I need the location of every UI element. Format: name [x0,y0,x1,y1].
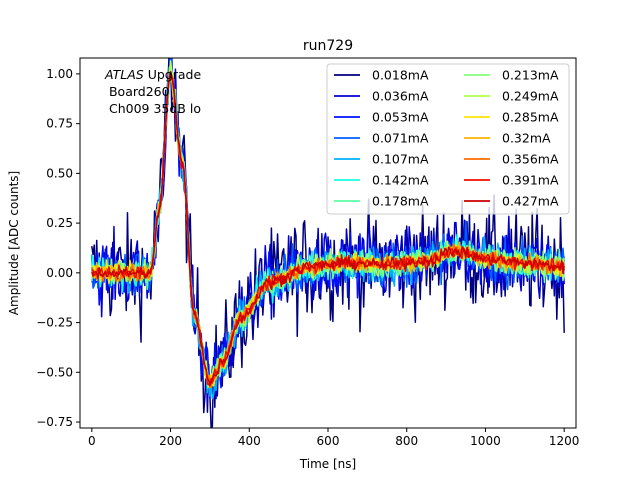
annotation-line-1: ATLAS Upgrade [104,67,201,82]
series-line-0.018mA [91,58,565,428]
annotation-upgrade: Upgrade [144,67,202,82]
y-axis-label: Amplitude [ADC counts] [7,171,21,315]
legend-box [326,63,570,215]
legend-label: 0.391mA [502,173,559,188]
x-tick-label: 0 [88,434,96,448]
y-tick-label: 0.50 [46,166,73,180]
annotation: ATLAS Upgrade Board260 Ch009 35dB lo [104,67,201,116]
legend-label: 0.285mA [502,110,559,125]
legend-label: 0.071mA [372,131,429,146]
x-tick-label: 400 [238,434,261,448]
annotation-atlas: ATLAS [104,67,144,82]
legend-label: 0.018mA [372,68,429,83]
series-line-0.427mA [91,70,565,387]
series-line-0.32mA [91,77,565,387]
y-tick-label: −0.50 [36,365,73,379]
legend-label: 0.107mA [372,152,429,167]
annotation-line-3: Ch009 35dB lo [105,101,201,116]
legend-label: 0.356mA [502,152,559,167]
legend-label: 0.178mA [372,194,429,209]
series-group [91,58,565,428]
legend-label: 0.249mA [502,89,559,104]
x-tick-label: 1000 [470,434,501,448]
legend-label: 0.427mA [502,194,559,209]
x-tick-label: 1200 [549,434,580,448]
x-tick-label: 600 [317,434,340,448]
y-tick-label: 0.25 [46,216,73,230]
legend-label: 0.142mA [372,173,429,188]
series-line-0.249mA [91,60,565,387]
y-tick-label: 0.75 [46,117,73,131]
y-tick-label: −0.75 [36,415,73,429]
y-axis: −0.75 −0.50 −0.25 0.00 0.25 0.50 0.75 1.00 [36,67,80,429]
annotation-line-2: Board260 [105,84,170,99]
x-axis-label: Time [ns] [299,457,356,471]
legend: 0.018mA 0.036mA 0.053mA 0.071mA 0.107mA 0.142… [326,63,570,215]
chart-title: run729 [303,38,353,54]
y-tick-label: 1.00 [46,67,73,81]
series-line-0.036mA [91,58,565,404]
x-axis: 0 200 400 600 800 1000 1200 [88,428,579,448]
y-tick-label: 0.00 [46,266,73,280]
x-tick-label: 800 [395,434,418,448]
y-tick-label: −0.25 [36,316,73,330]
legend-label: 0.213mA [502,68,559,83]
legend-label: 0.32mA [502,131,551,146]
legend-label: 0.036mA [372,89,429,104]
legend-label: 0.053mA [372,110,429,125]
x-tick-label: 200 [159,434,182,448]
